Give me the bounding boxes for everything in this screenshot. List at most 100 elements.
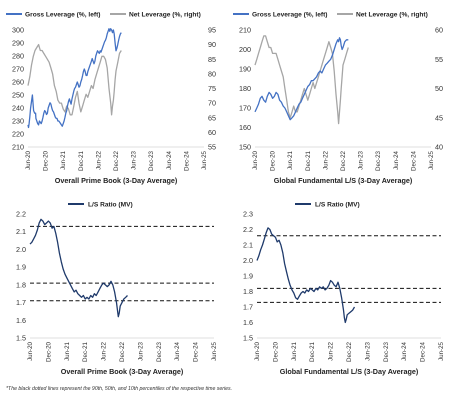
x-tick-label: Jun-22 bbox=[322, 150, 329, 169]
legend-label: L/S Ratio (MV) bbox=[88, 202, 133, 209]
chart-title: Overall Prime Book (3-Day Average) bbox=[55, 176, 178, 185]
x-tick-label: Jun-23 bbox=[364, 341, 371, 360]
legend-label: L/S Ratio (MV) bbox=[315, 202, 360, 209]
x-tick-label: Dec-24 bbox=[193, 341, 200, 362]
y-tick-label-right: 80 bbox=[208, 69, 216, 78]
y-tick-label: 2.1 bbox=[243, 241, 253, 250]
x-tick-label: Jun-24 bbox=[166, 150, 173, 169]
y-tick-label: 170 bbox=[239, 104, 251, 113]
legend-label: Net Leverage (%, right) bbox=[129, 12, 201, 19]
y-tick-label-right: 75 bbox=[208, 84, 216, 93]
y-tick-label: 150 bbox=[239, 143, 251, 152]
y-tick-label-right: 60 bbox=[208, 128, 216, 137]
y-tick-label: 210 bbox=[239, 26, 251, 35]
y-tick-label: 1.5 bbox=[16, 334, 26, 343]
footnote: *The black dotted lines represent the 90… bbox=[6, 386, 233, 392]
y-tick-label-right: 40 bbox=[435, 143, 443, 152]
x-tick-label: Jun-22 bbox=[95, 150, 102, 169]
y-tick-label: 1.7 bbox=[243, 303, 253, 312]
y-tick-label: 260 bbox=[12, 78, 24, 87]
y-tick-label-right: 90 bbox=[208, 40, 216, 49]
x-tick-label: Dec-22 bbox=[340, 150, 347, 171]
y-tick-label-right: 70 bbox=[208, 99, 216, 108]
x-tick-label: Jun-24 bbox=[174, 341, 181, 360]
y-tick-label: 2.2 bbox=[16, 210, 26, 219]
y-tick-label: 1.9 bbox=[243, 272, 253, 281]
x-tick-label: Dec-23 bbox=[148, 150, 155, 171]
legend-label: Net Leverage (%, right) bbox=[356, 12, 428, 19]
series-line bbox=[254, 37, 349, 121]
y-tick-label: 2.0 bbox=[243, 256, 253, 265]
legend-label: Gross Leverage (%, left) bbox=[25, 12, 101, 19]
x-tick-label: Dec-21 bbox=[309, 341, 316, 362]
x-tick-label: Dec-23 bbox=[383, 341, 390, 362]
y-tick-label: 160 bbox=[239, 123, 251, 132]
y-tick-label-right: 60 bbox=[435, 26, 443, 35]
x-tick-label: Jun-20 bbox=[25, 150, 32, 169]
series-line bbox=[27, 28, 122, 129]
y-tick-label-right: 65 bbox=[208, 113, 216, 122]
x-tick-label: Jun-24 bbox=[393, 150, 400, 169]
y-tick-label: 1.7 bbox=[16, 298, 26, 307]
y-tick-label-right: 85 bbox=[208, 55, 216, 64]
chart-title: Overall Prime Book (3-Day Average) bbox=[61, 367, 184, 376]
y-tick-label: 1.8 bbox=[16, 280, 26, 289]
y-tick-label: 270 bbox=[12, 65, 24, 74]
x-tick-label: Jun-23 bbox=[131, 150, 138, 169]
y-tick-label-right: 55 bbox=[435, 55, 443, 64]
x-tick-label: Dec-21 bbox=[78, 150, 85, 171]
x-tick-label: Jun-20 bbox=[27, 341, 34, 360]
y-tick-label: 2.1 bbox=[16, 227, 26, 236]
y-tick-label: 190 bbox=[239, 65, 251, 74]
y-tick-label: 220 bbox=[12, 130, 24, 139]
x-tick-label: Dec-20 bbox=[43, 150, 50, 171]
x-tick-label: Dec-21 bbox=[82, 341, 89, 362]
chart-overall-prime-leverage: Gross Leverage (%, left) Net Leverage (%,… bbox=[0, 0, 227, 190]
y-tick-label: 300 bbox=[12, 26, 24, 35]
y-tick-label: 2.3 bbox=[243, 210, 253, 219]
y-tick-label: 290 bbox=[12, 39, 24, 48]
x-tick-label: Jun-20 bbox=[254, 341, 261, 360]
y-tick-label: 230 bbox=[12, 117, 24, 126]
chart-overall-prime-ls-ratio: L/S Ratio (MV) 1.5 1.6 1.7 1.8 1.9 2.0 2.1 2.2 Ju… bbox=[0, 196, 227, 386]
x-tick-label: Dec-22 bbox=[119, 341, 126, 362]
y-tick-label: 180 bbox=[239, 84, 251, 93]
y-tick-label: 280 bbox=[12, 52, 24, 61]
x-tick-label: Jun-25 bbox=[438, 341, 445, 360]
chart-title: Global Fundamental L/S (3-Day Average) bbox=[280, 367, 419, 376]
y-tick-label: 1.6 bbox=[16, 316, 26, 325]
x-tick-label: Jun-23 bbox=[137, 341, 144, 360]
y-tick-label: 200 bbox=[239, 45, 251, 54]
chart-title: Global Fundamental L/S (3-Day Average) bbox=[274, 176, 413, 185]
y-tick-label: 1.9 bbox=[16, 263, 26, 272]
series-line bbox=[29, 218, 128, 318]
legend-label: Gross Leverage (%, left) bbox=[252, 12, 328, 19]
chart-global-fundamental-leverage: Gross Leverage (%, left) Net Leverage (%,… bbox=[227, 0, 454, 190]
y-tick-label: 2.2 bbox=[243, 225, 253, 234]
y-tick-label: 250 bbox=[12, 91, 24, 100]
x-tick-label: Dec-20 bbox=[270, 150, 277, 171]
y-tick-label: 210 bbox=[12, 143, 24, 152]
series-line bbox=[27, 43, 122, 116]
x-tick-label: Jun-22 bbox=[101, 341, 108, 360]
series-line bbox=[256, 227, 356, 324]
y-tick-label-right: 95 bbox=[208, 26, 216, 35]
y-tick-label-right: 45 bbox=[435, 113, 443, 122]
x-tick-label: Jun-21 bbox=[60, 150, 67, 169]
x-tick-label: Dec-20 bbox=[272, 341, 279, 362]
x-tick-label: Dec-23 bbox=[375, 150, 382, 171]
y-tick-label: 1.6 bbox=[243, 318, 253, 327]
series-line bbox=[254, 35, 349, 125]
x-tick-label: Dec-23 bbox=[156, 341, 163, 362]
x-tick-label: Dec-24 bbox=[410, 150, 417, 171]
y-tick-label-right: 55 bbox=[208, 143, 216, 152]
y-tick-label: 240 bbox=[12, 104, 24, 113]
x-tick-label: Dec-22 bbox=[346, 341, 353, 362]
chart-global-fundamental-ls-ratio: L/S Ratio (MV) 1.5 1.6 1.7 1.8 1.9 2.0 2.1 2.2 2.… bbox=[227, 196, 454, 386]
y-tick-label: 1.5 bbox=[243, 334, 253, 343]
x-tick-label: Dec-24 bbox=[183, 150, 190, 171]
x-tick-label: Dec-24 bbox=[420, 341, 427, 362]
y-tick-label-right: 50 bbox=[435, 84, 443, 93]
x-tick-label: Jun-21 bbox=[64, 341, 71, 360]
x-tick-label: Jun-23 bbox=[358, 150, 365, 169]
